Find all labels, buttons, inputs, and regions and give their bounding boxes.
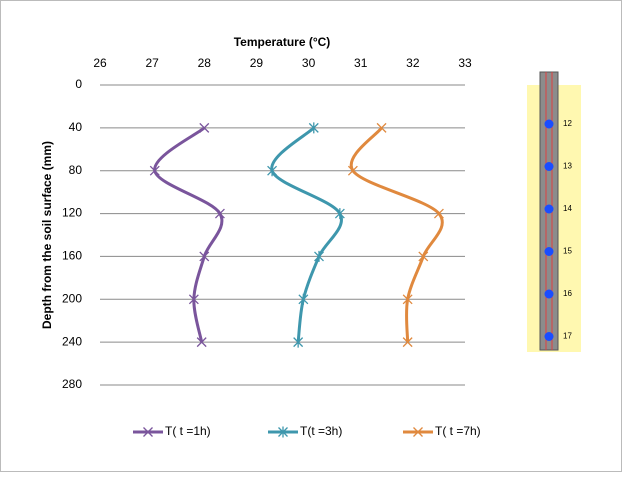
data-point [314, 250, 324, 262]
y-tick-label: 80 [69, 163, 83, 177]
data-point [308, 122, 319, 134]
x-tick-label: 29 [250, 56, 264, 70]
legend-marker [413, 427, 423, 437]
data-point [199, 251, 210, 262]
data-point [199, 122, 210, 133]
sensor [544, 289, 554, 299]
legend-label: T( t =1h) [165, 424, 211, 438]
x-tick-label: 30 [302, 56, 316, 70]
y-tick-label: 0 [75, 77, 82, 91]
sensor [544, 162, 554, 171]
sensor [544, 119, 554, 129]
data-point [347, 165, 358, 176]
sensor-label: 16 [563, 289, 572, 298]
x-tick-label: 27 [145, 56, 159, 70]
data-point [149, 165, 160, 176]
series-line [153, 126, 224, 343]
x-tick-label: 28 [198, 56, 212, 70]
legend-label: T(t =3h) [300, 424, 342, 438]
y-tick-label: 200 [62, 291, 82, 305]
sensor [544, 332, 554, 341]
y-tick-label: 120 [62, 206, 82, 220]
legend-marker [143, 427, 153, 437]
data-point [402, 337, 413, 348]
y-tick-label: 280 [62, 377, 82, 391]
data-point [433, 208, 444, 219]
x-tick-label: 26 [93, 56, 107, 70]
x-tick-label: 33 [458, 56, 472, 70]
chart-title: Temperature (°C) [234, 35, 331, 49]
sensor-label: 14 [563, 204, 572, 213]
sensor-label: 12 [563, 119, 572, 128]
y-tick-label: 40 [69, 120, 83, 134]
y-tick-label: 240 [62, 334, 82, 348]
data-point [298, 293, 309, 305]
sensor [544, 247, 554, 256]
data-point [267, 165, 278, 177]
data-point [214, 208, 225, 219]
data-point [196, 337, 207, 348]
data-point [293, 336, 304, 348]
legend-label: T( t =7h) [435, 424, 481, 438]
x-tick-label: 32 [406, 56, 420, 70]
sensor-label: 17 [563, 332, 572, 341]
data-point [188, 294, 199, 305]
legend-marker [278, 426, 288, 438]
y-axis-label: Depth from the soil surface (mm) [40, 141, 54, 329]
sensor [544, 204, 554, 214]
data-point [376, 122, 387, 133]
sensor-label: 15 [563, 247, 572, 256]
sensor-label: 13 [563, 162, 572, 171]
data-point [334, 208, 345, 220]
x-tick-label: 31 [354, 56, 368, 70]
y-tick-label: 160 [62, 249, 82, 263]
data-point [402, 294, 413, 305]
data-point [418, 251, 429, 262]
